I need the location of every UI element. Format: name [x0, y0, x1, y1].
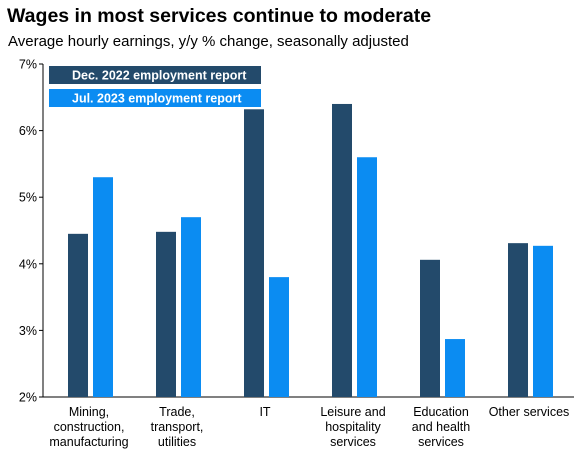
y-tick-label: 3%	[19, 324, 37, 338]
x-tick-label: services	[418, 435, 464, 449]
bar-jul-2023	[357, 157, 377, 397]
x-tick-label: Trade,	[159, 405, 195, 419]
axes: 2% 3% 4% 5% 6% 7% Mining,construction,manufact…	[19, 58, 574, 449]
x-tick-label: manufacturing	[49, 435, 128, 449]
y-tick-label: 2%	[19, 391, 37, 405]
bar-dec-2022	[68, 233, 88, 397]
x-tick-label: hospitality	[325, 420, 381, 434]
bar-jul-2023	[445, 339, 465, 397]
x-tick-label: Leisure and	[320, 405, 385, 419]
x-tick-label: and health	[412, 420, 470, 434]
y-tick-label: 6%	[19, 124, 37, 138]
x-tick-label: Mining,	[69, 405, 109, 419]
x-tick-label: transport,	[151, 420, 204, 434]
x-tick-label: Other services	[489, 405, 570, 419]
y-tick-label: 4%	[19, 257, 37, 271]
bar-dec-2022	[244, 109, 264, 398]
bar-dec-2022	[508, 243, 528, 397]
bar-jul-2023	[93, 177, 113, 397]
legend-label: Dec. 2022 employment report	[72, 69, 247, 83]
legend-item-dec-2022	[49, 66, 261, 84]
legend-label: Jul. 2023 employment report	[72, 92, 242, 106]
bar-dec-2022	[420, 259, 440, 397]
chart-subtitle: Average hourly earnings, y/y % change, s…	[8, 33, 409, 50]
legend-item-jul-2023	[49, 89, 261, 107]
x-tick-label: Education	[413, 405, 469, 419]
y-tick-label: 7%	[19, 58, 37, 72]
bar-jul-2023	[181, 217, 201, 397]
legend: Dec. 2022 employment report Jul. 2023 emp…	[49, 66, 261, 107]
x-tick-label: IT	[259, 405, 270, 419]
chart-title: Wages in most services continue to moder…	[7, 5, 432, 27]
bar-dec-2022	[156, 231, 176, 397]
legend-swatch	[54, 68, 66, 82]
legend-swatch	[54, 91, 66, 105]
y-tick-label: 5%	[19, 191, 37, 205]
bar-dec-2022	[332, 103, 352, 398]
x-tick-label: construction,	[54, 420, 125, 434]
bar-jul-2023	[533, 245, 553, 397]
bars	[68, 103, 553, 398]
x-tick-label: utilities	[158, 435, 196, 449]
x-tick-label: services	[330, 435, 376, 449]
bar-jul-2023	[269, 277, 289, 397]
